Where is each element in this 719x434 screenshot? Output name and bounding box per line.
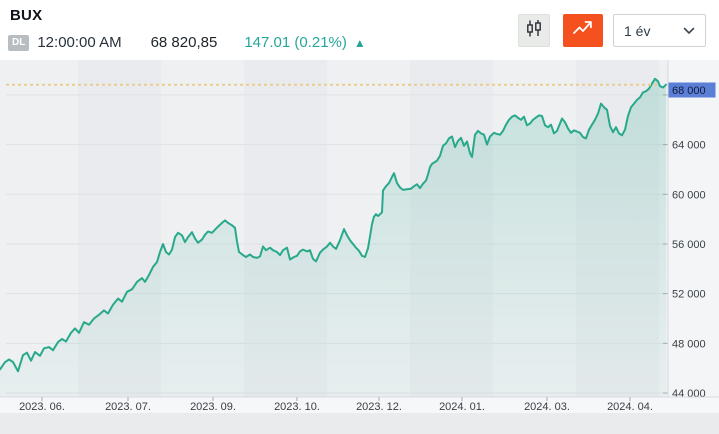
price-line (0, 77, 667, 373)
price-change: 147.01 (0.21%) (244, 34, 347, 51)
y-axis-label: 48 000 (672, 338, 706, 350)
candlestick-chart-button[interactable] (518, 14, 550, 47)
range-select[interactable]: 1 év (613, 14, 706, 47)
x-axis-strip (0, 397, 719, 413)
x-axis-label: 2023. 09. (190, 401, 236, 413)
x-axis-label: 2024. 01. (439, 401, 485, 413)
session-badge: DL (8, 34, 30, 51)
y-axis-gutter (668, 60, 719, 397)
price-chart[interactable]: 44 000 48 000 52 000 56 000 60 000 64 000 2023… (0, 60, 719, 434)
quote-time: 12:00:00 AM (37, 34, 122, 51)
y-axis-label: 64 000 (672, 140, 706, 152)
range-select-value: 1 év (624, 22, 651, 39)
bottom-band (0, 413, 719, 434)
y-axis-label: 60 000 (672, 189, 706, 201)
quote-header: BUX DL 12:00:00 AM 68 820,85 147.01 (0.2… (0, 0, 719, 60)
x-axis-label: 2023. 12. (356, 401, 402, 413)
candlestick-icon (525, 19, 543, 43)
y-axis-label: 52 000 (672, 289, 706, 301)
x-axis-label: 2023. 07. (105, 401, 151, 413)
last-price: 68 820,85 (150, 34, 218, 51)
x-axis-label: 2023. 10. (274, 401, 320, 413)
line-chart-button[interactable] (563, 14, 603, 47)
y-axis-marker-label: 68 000 (672, 85, 706, 97)
line-chart-icon (572, 19, 594, 42)
x-axis-label: 2023. 06. (19, 401, 65, 413)
x-axis-label: 2024. 04. (607, 401, 653, 413)
x-axis-label: 2024. 03. (524, 401, 570, 413)
y-axis-marker (668, 82, 716, 98)
y-axis-label: 56 000 (672, 239, 706, 251)
y-axis-label: 44 000 (672, 388, 706, 400)
chevron-down-icon (683, 27, 695, 35)
quote-row: DL 12:00:00 AM 68 820,85 147.01 (0.21%) … (8, 34, 366, 51)
instrument-title: BUX (10, 7, 43, 24)
up-triangle-icon: ▲ (353, 35, 366, 50)
chart-area-fill (0, 78, 666, 398)
